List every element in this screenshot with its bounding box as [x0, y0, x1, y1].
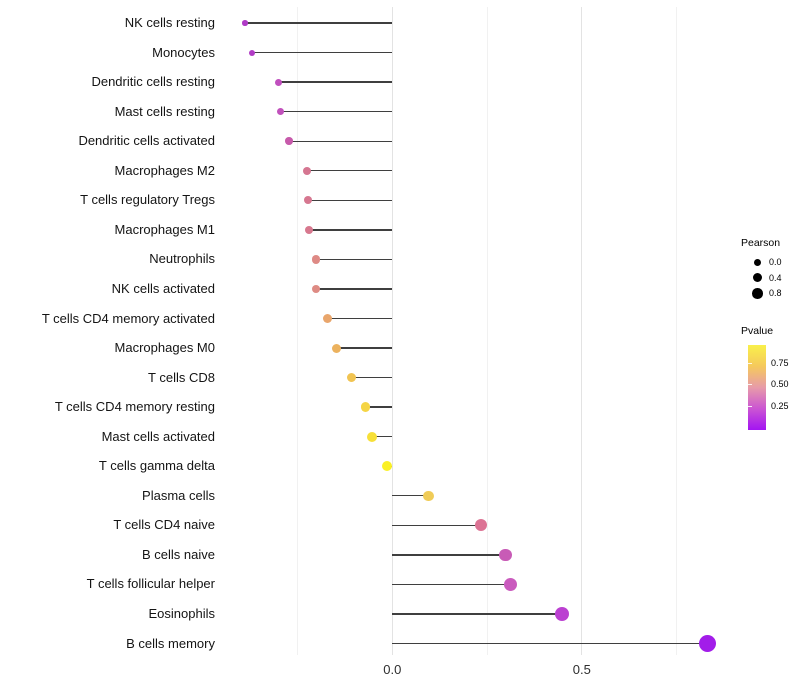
lollipop-dot	[332, 343, 342, 353]
legend-size-label: 0.0	[769, 257, 782, 268]
lollipop-dot	[322, 314, 332, 323]
y-axis-label: T cells follicular helper	[86, 576, 215, 592]
y-axis-label: Eosinophils	[148, 606, 216, 621]
lollipop-stem	[244, 22, 393, 24]
y-axis-label: T cells CD8	[148, 369, 215, 385]
minor-gridline	[297, 7, 299, 655]
y-axis-label: B cells memory	[126, 635, 215, 651]
colorbar-tick	[748, 384, 752, 386]
lollipop-dot	[275, 78, 283, 86]
lollipop-stem	[392, 524, 482, 527]
major-gridline	[391, 7, 393, 655]
lollipop-stem	[306, 170, 393, 172]
y-axis-label: T cells CD4 naive	[113, 517, 215, 533]
lollipop-stem	[280, 110, 393, 113]
colorbar-tick-label: 0.75	[771, 357, 789, 368]
y-axis-label: T cells regulatory Tregs	[80, 192, 215, 208]
pearson-legend-title: Pearson	[741, 237, 781, 249]
lollipop-dot	[698, 634, 717, 653]
lollipop-dot	[475, 519, 488, 532]
y-axis-label: NK cells activated	[111, 280, 215, 296]
lollipop-stem	[327, 317, 393, 320]
lollipop-dot	[305, 225, 314, 234]
lollipop-stem	[309, 229, 393, 231]
y-axis-label: B cells naive	[142, 546, 215, 562]
y-axis-label: Mast cells resting	[114, 103, 215, 119]
lollipop-stem	[316, 288, 393, 290]
lollipop-stem	[365, 406, 393, 408]
lollipop-dot	[276, 108, 284, 116]
lollipop-dot	[504, 577, 518, 591]
lollipop-stem	[392, 613, 562, 615]
colorbar-tick-label: 0.50	[771, 379, 789, 390]
y-axis-label: Plasma cells	[142, 487, 215, 503]
y-axis-label: Macrophages M2	[114, 162, 215, 178]
legend-size-dot	[752, 288, 763, 299]
lollipop-dot	[423, 490, 434, 502]
y-axis-label: T cells CD4 memory resting	[54, 399, 215, 415]
lollipop-stem	[372, 436, 393, 438]
legend-size-dot	[752, 273, 762, 283]
lollipop-stem	[336, 347, 393, 349]
pvalue-colorbar	[748, 345, 766, 430]
y-axis-label: T cells gamma delta	[98, 458, 215, 474]
lollipop-dot	[285, 137, 293, 145]
pvalue-legend-title: Pvalue	[741, 325, 774, 337]
lollipop-stem	[316, 258, 393, 261]
x-axis-tick-label: 0.5	[572, 662, 591, 677]
y-axis-label: Mast cells activated	[101, 428, 215, 444]
lollipop-dot	[311, 255, 321, 264]
lollipop-dot	[499, 548, 512, 562]
lollipop-stem	[392, 554, 506, 556]
lollipop-stem	[392, 583, 511, 586]
lollipop-dot	[367, 431, 378, 442]
lollipop-dot	[554, 607, 569, 621]
lollipop-dot	[302, 166, 311, 175]
lollipop-stem	[252, 51, 393, 54]
y-axis-label: T cells CD4 memory activated	[41, 310, 215, 326]
lollipop-stem	[307, 199, 393, 201]
y-axis-label: Monocytes	[152, 44, 215, 60]
lollipop-dot	[360, 402, 371, 412]
lollipop-stem	[392, 495, 429, 497]
lollipop-stem	[288, 140, 393, 142]
y-axis-label: Dendritic cells resting	[91, 74, 215, 90]
y-axis-label: Macrophages M1	[114, 221, 215, 237]
y-axis-label: Macrophages M0	[114, 340, 215, 356]
lollipop-stem	[351, 376, 393, 379]
lollipop-stem	[392, 642, 708, 645]
lollipop-dot	[242, 20, 248, 26]
legend-size-dot	[753, 258, 762, 267]
lollipop-dot	[311, 284, 321, 294]
lollipop-dot	[249, 49, 256, 56]
legend-size-label: 0.4	[769, 272, 782, 283]
colorbar-tick	[748, 362, 752, 364]
lollipop-dot	[303, 196, 312, 205]
x-axis-tick-label: 0.0	[383, 662, 402, 677]
minor-gridline	[486, 7, 488, 655]
major-gridline	[581, 7, 583, 655]
lollipop-dot	[346, 372, 357, 383]
lollipop-dot	[381, 461, 392, 472]
y-axis-label: Dendritic cells activated	[78, 133, 215, 149]
minor-gridline	[676, 7, 678, 655]
colorbar-tick-label: 0.25	[771, 400, 789, 411]
lollipop-stem	[278, 81, 393, 83]
colorbar-tick	[748, 405, 752, 407]
y-axis-label: Neutrophils	[149, 251, 215, 267]
legend-size-label: 0.8	[769, 288, 782, 299]
y-axis-label: NK cells resting	[124, 15, 215, 30]
